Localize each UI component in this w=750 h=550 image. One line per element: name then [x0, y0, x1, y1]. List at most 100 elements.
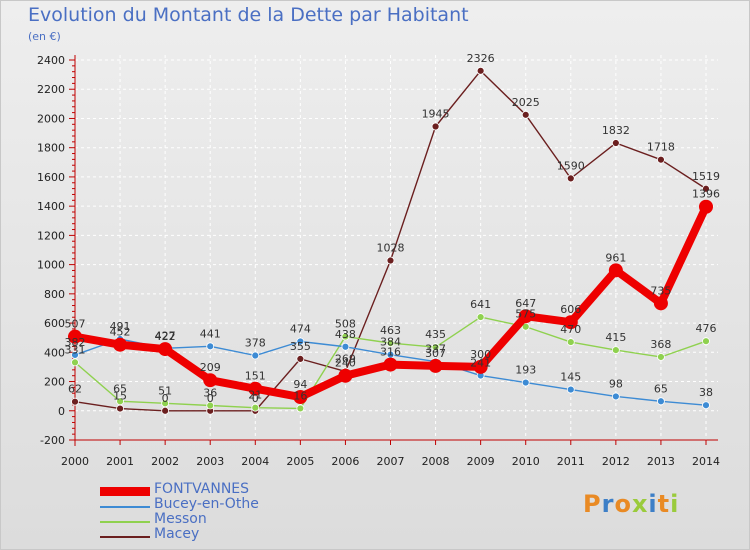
data-label-bucey-en-othe-2008: 337 [425, 343, 446, 356]
data-label-macey-2004: 0 [252, 392, 259, 405]
data-label-bucey-en-othe-2002: 427 [155, 329, 176, 342]
data-label-messon-2012: 415 [605, 331, 626, 344]
data-label-macey-2011: 1590 [557, 159, 585, 172]
data-label-fontvannes-2003: 209 [200, 361, 221, 374]
data-point-macey-2010 [521, 110, 530, 119]
y-tick-label: 2000 [37, 112, 65, 125]
data-label-fontvannes-2009: 300 [470, 348, 491, 361]
data-label-macey-2013: 1718 [647, 141, 675, 154]
data-point-messon-2002 [161, 399, 170, 408]
data-label-bucey-en-othe-2005: 474 [290, 322, 311, 335]
x-tick-label: 2000 [61, 455, 89, 468]
y-tick-label: 0 [58, 405, 65, 418]
data-point-macey-2000 [71, 397, 79, 406]
data-point-fontvannes-2014 [699, 199, 713, 214]
data-label-messon-2002: 51 [158, 384, 172, 397]
data-label-bucey-en-othe-2006: 438 [335, 328, 356, 341]
x-tick-label: 2005 [286, 455, 314, 468]
data-label-messon-2014: 476 [696, 322, 717, 335]
data-point-macey-2009 [476, 66, 485, 75]
data-point-messon-2007 [386, 339, 395, 348]
data-point-fontvannes-2007 [383, 357, 398, 372]
data-label-messon-2013: 368 [650, 338, 671, 351]
x-tick-label: 2012 [602, 455, 630, 468]
legend-swatch-messon [100, 521, 150, 523]
data-label-macey-2010: 2025 [512, 96, 540, 109]
data-label-macey-2007: 1028 [377, 242, 405, 255]
data-label-bucey-en-othe-2001: 491 [110, 320, 131, 333]
data-label-messon-2005: 16 [293, 389, 307, 402]
data-point-messon-2000 [71, 358, 79, 367]
data-label-bucey-en-othe-2007: 384 [380, 336, 401, 349]
x-tick-label: 2001 [106, 455, 134, 468]
data-label-fontvannes-2007: 316 [380, 346, 401, 359]
data-label-macey-2000: 62 [68, 383, 82, 396]
data-point-fontvannes-2008 [428, 358, 443, 373]
data-label-bucey-en-othe-2011: 145 [560, 371, 581, 384]
data-point-fontvannes-2005 [293, 390, 308, 405]
data-point-messon-2008 [431, 343, 440, 352]
data-label-fontvannes-2008: 307 [425, 347, 446, 360]
logo-letter: i [670, 490, 680, 518]
data-point-fontvannes-2001 [113, 337, 128, 352]
x-tick-label: 2007 [377, 455, 405, 468]
data-point-messon-2005 [296, 404, 305, 413]
data-point-fontvannes-2011 [563, 315, 578, 330]
data-label-messon-2010: 575 [515, 308, 536, 321]
data-label-bucey-en-othe-2009: 241 [470, 357, 491, 370]
y-tick-label: 2200 [37, 83, 65, 96]
data-label-fontvannes-2014: 1396 [692, 188, 720, 201]
data-point-fontvannes-2000 [68, 329, 82, 344]
data-point-fontvannes-2009 [473, 359, 488, 374]
legend-swatch-macey [100, 536, 150, 538]
y-tick-label: 2400 [37, 54, 65, 67]
data-label-macey-2005: 355 [290, 340, 311, 353]
data-label-messon-2006: 508 [335, 318, 356, 331]
data-point-fontvannes-2006 [338, 368, 353, 383]
data-label-bucey-en-othe-2013: 65 [654, 382, 668, 395]
data-point-bucey-en-othe-2012 [611, 392, 620, 401]
data-point-messon-2013 [657, 353, 665, 361]
data-label-macey-2006: 269 [335, 352, 356, 365]
legend-swatch-bucey-en-othe [100, 506, 150, 508]
data-point-fontvannes-2010 [518, 309, 533, 324]
data-point-bucey-en-othe-2000 [71, 351, 79, 359]
y-tick-label: -200 [40, 434, 65, 447]
data-label-messon-2000: 331 [65, 343, 86, 356]
data-point-macey-2014 [702, 184, 710, 193]
y-tick-label: 1000 [37, 259, 65, 272]
data-label-messon-2003: 36 [203, 387, 217, 400]
y-tick-label: 200 [44, 376, 65, 389]
data-label-fontvannes-2006: 240 [335, 357, 356, 370]
legend-label-messon: Messon [154, 511, 207, 527]
data-labels: 507 452 422 209 151 94 240 316 307 300 647 606 961 73… [65, 52, 721, 405]
data-point-messon-2014 [702, 337, 710, 346]
data-point-macey-2005 [296, 354, 305, 363]
data-point-messon-2004 [251, 403, 260, 412]
data-label-messon-2011: 470 [560, 323, 581, 336]
data-label-fontvannes-2005: 94 [293, 378, 307, 391]
data-label-messon-2004: 21 [248, 389, 262, 402]
y-tick-label: 400 [44, 346, 65, 359]
data-point-bucey-en-othe-2014 [702, 401, 710, 410]
chart-subtitle: (en €) [28, 30, 61, 43]
data-point-bucey-en-othe-2010 [521, 378, 530, 387]
data-point-bucey-en-othe-2006 [341, 342, 350, 351]
data-point-bucey-en-othe-2011 [566, 385, 575, 394]
data-point-fontvannes-2004 [248, 381, 263, 396]
data-point-macey-2012 [611, 139, 620, 147]
x-tick-label: 2009 [467, 455, 495, 468]
data-point-bucey-en-othe-2004 [251, 351, 260, 360]
legend-swatch-fontvannes [100, 487, 150, 496]
data-label-macey-2003: 0 [207, 392, 214, 405]
y-tick-label: 1600 [37, 171, 65, 184]
data-point-fontvannes-2012 [608, 263, 623, 278]
data-point-messon-2006 [341, 332, 350, 341]
logo-letter: P [583, 490, 602, 518]
data-point-macey-2011 [566, 174, 575, 183]
legend-label-macey: Macey [154, 526, 200, 542]
data-label-fontvannes-2012: 961 [605, 251, 626, 264]
data-label-macey-2008: 1945 [422, 108, 450, 121]
x-tick-label: 2011 [557, 455, 585, 468]
